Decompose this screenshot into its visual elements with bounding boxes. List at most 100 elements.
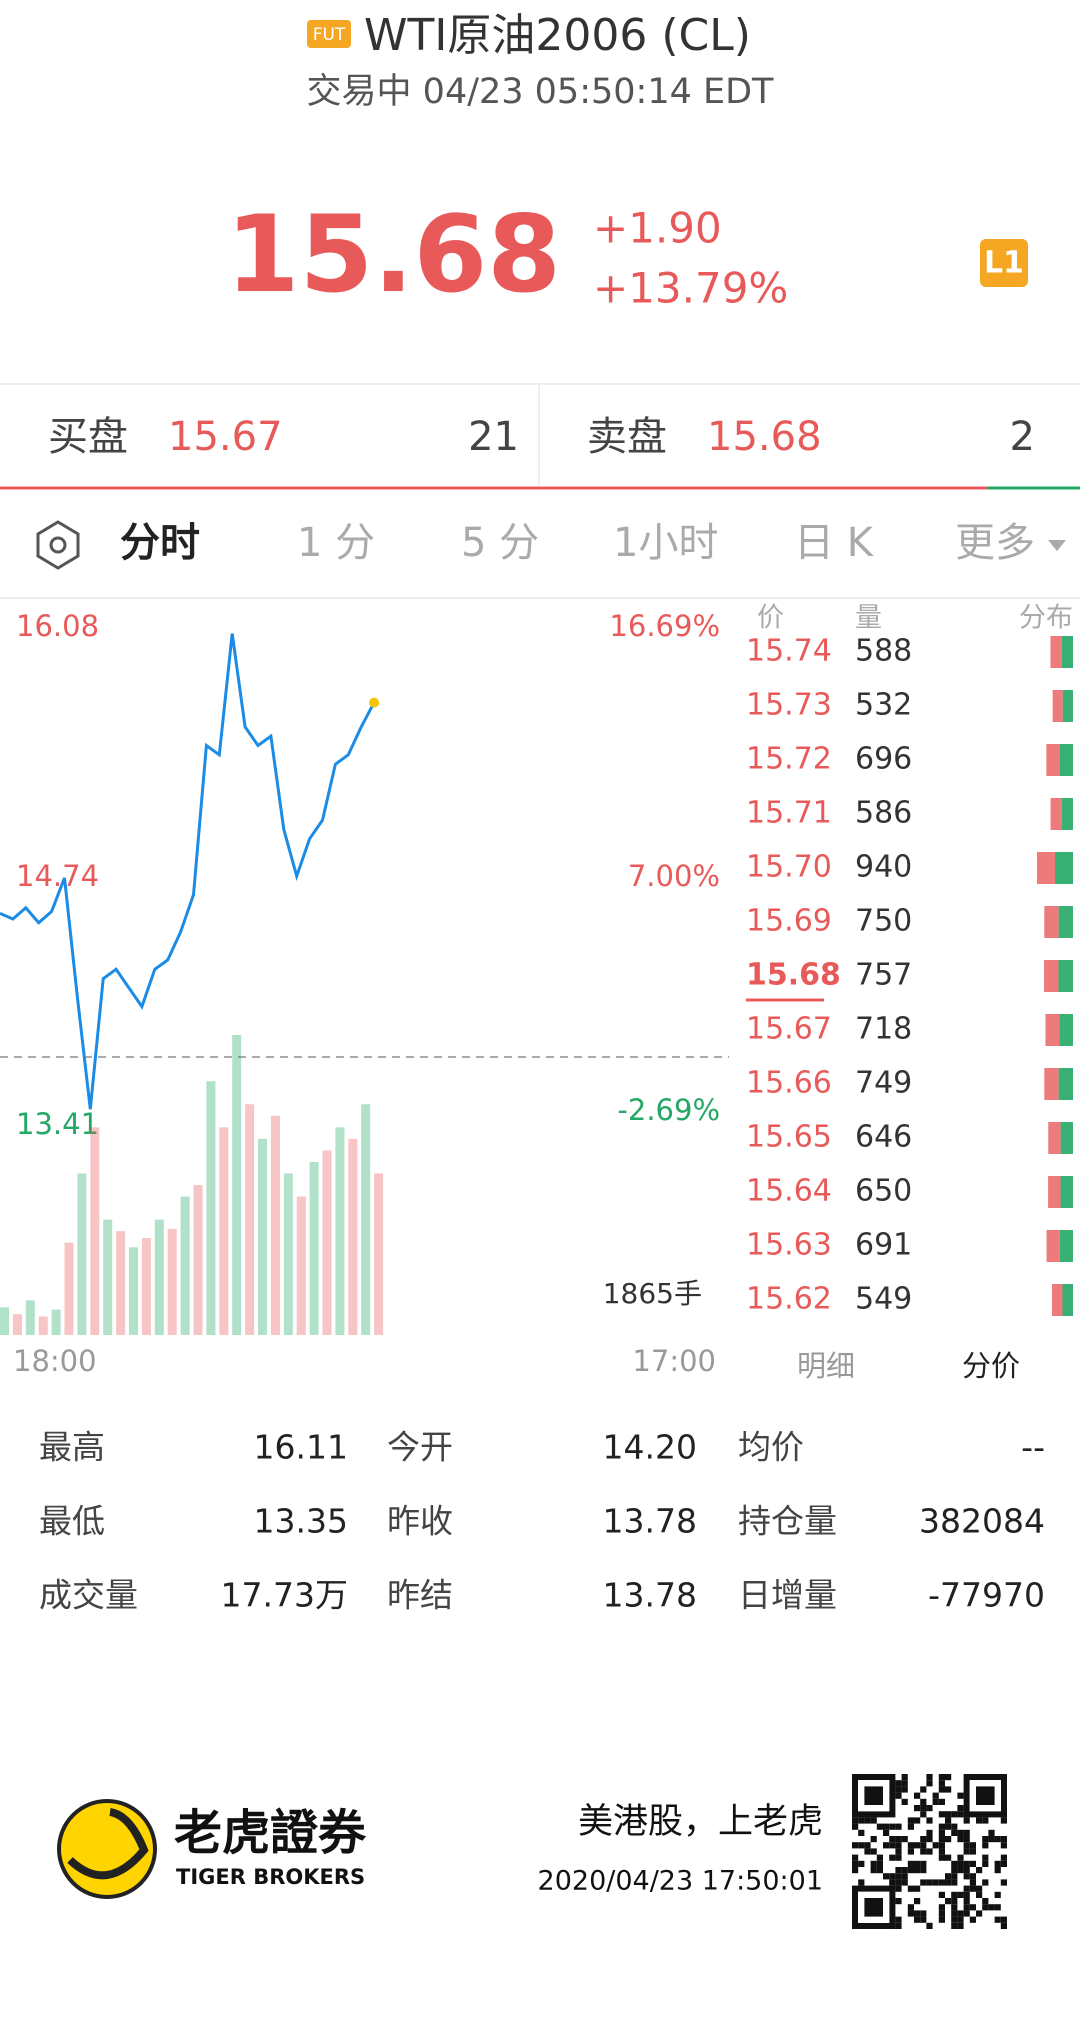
qr-cell <box>926 1780 933 1787</box>
book-price: 15.68 <box>746 958 841 993</box>
qr-cell <box>920 1910 927 1917</box>
qr-cell <box>969 1916 976 1923</box>
volume-bar <box>90 1127 100 1335</box>
qr-cell <box>876 1823 883 1830</box>
stat-label: 日增量 <box>738 1576 837 1615</box>
dist-green <box>1061 636 1073 668</box>
change: +1.90 <box>593 204 722 253</box>
qr-cell <box>969 1842 976 1849</box>
qr-cell <box>907 1867 914 1874</box>
volume-bar <box>232 1035 242 1335</box>
stat-value: 17.73万 <box>221 1576 348 1615</box>
qr-cell <box>1000 1879 1007 1886</box>
book-price: 15.73 <box>746 688 832 723</box>
qr-cell <box>976 1891 983 1898</box>
qr-cell <box>895 1823 902 1830</box>
book-price: 15.64 <box>746 1174 832 1209</box>
qr-cell <box>951 1873 958 1880</box>
fut-badge: FUT <box>313 25 346 45</box>
qr-cell <box>870 1860 877 1867</box>
tab[interactable]: 1小时 <box>613 520 718 566</box>
settings-icon[interactable] <box>36 520 80 570</box>
volume-bar <box>51 1309 61 1335</box>
qr-cell <box>920 1867 927 1874</box>
qr-cell <box>883 1873 890 1880</box>
dist-green <box>1062 690 1073 722</box>
qr-cell <box>938 1910 945 1917</box>
dist-green <box>1059 1230 1073 1262</box>
qr-cell <box>969 1904 976 1911</box>
qr-cell <box>932 1842 939 1849</box>
tab[interactable]: 更多 <box>955 520 1035 566</box>
stat-value: 14.20 <box>603 1428 697 1467</box>
qr-finder <box>852 1774 896 1818</box>
qr-cell <box>895 1898 902 1905</box>
book-tab[interactable]: 明细 <box>797 1349 855 1383</box>
current-dot <box>369 697 380 708</box>
qr-cell <box>920 1879 927 1886</box>
qr-cell <box>957 1811 964 1818</box>
tab[interactable]: 1 分 <box>297 520 375 566</box>
qr-cell <box>907 1904 914 1911</box>
qr-cell <box>994 1904 1001 1911</box>
qr-cell <box>920 1786 927 1793</box>
qr-cell <box>1000 1836 1007 1843</box>
qr-cell <box>914 1867 921 1874</box>
volume-bar <box>270 1115 280 1335</box>
volume-bar <box>64 1242 74 1335</box>
stat-value: 16.11 <box>254 1428 348 1467</box>
volume-bar <box>348 1138 358 1335</box>
qr-cell <box>858 1860 865 1867</box>
stat-value: -- <box>1021 1428 1045 1467</box>
dist-green <box>1062 1284 1073 1316</box>
book-price: 15.69 <box>746 904 832 939</box>
volume-bar <box>77 1173 87 1335</box>
qr-cell <box>926 1879 933 1886</box>
qr-cell <box>858 1829 865 1836</box>
book-header: 分布 <box>1019 603 1073 634</box>
qr-cell <box>889 1823 896 1830</box>
qr-cell <box>1000 1916 1007 1923</box>
dist-red <box>1048 1176 1061 1208</box>
qr-cell <box>957 1829 964 1836</box>
price: 15.68 <box>226 193 561 316</box>
qr-cell <box>969 1879 976 1886</box>
book-qty: 588 <box>855 634 912 669</box>
qr-cell <box>852 1823 859 1830</box>
qr-cell <box>1000 1922 1007 1929</box>
qr-cell <box>926 1829 933 1836</box>
tab[interactable]: 分时 <box>120 520 200 566</box>
book-qty: 718 <box>855 1012 912 1047</box>
pct-label: 7.00% <box>628 859 720 893</box>
tab[interactable]: 5 分 <box>461 520 539 566</box>
x-label: 18:00 <box>13 1344 97 1378</box>
qr-cell <box>945 1774 952 1781</box>
dist-red <box>1050 798 1062 830</box>
qr-cell <box>907 1817 914 1824</box>
qr-cell <box>870 1836 877 1843</box>
qr-cell <box>951 1823 958 1830</box>
qr-cell <box>914 1916 921 1923</box>
volume-bar <box>309 1161 319 1335</box>
ask-label: 卖盘 <box>587 414 667 460</box>
dist-green <box>1060 1122 1073 1154</box>
qr-cell <box>963 1898 970 1905</box>
y-tick-label: 13.41 <box>16 1107 99 1141</box>
qr-finder-core <box>976 1786 995 1805</box>
qr-cell <box>895 1842 902 1849</box>
book-price: 15.70 <box>746 850 832 885</box>
book-tab[interactable]: 分价 <box>962 1349 1020 1383</box>
qr-cell <box>889 1854 896 1861</box>
qr-cell <box>889 1842 896 1849</box>
qr-cell <box>976 1910 983 1917</box>
tab[interactable]: 日 K <box>794 520 875 566</box>
bid-label: 买盘 <box>48 414 128 460</box>
qr-cell <box>945 1879 952 1886</box>
volume-bar <box>154 1219 164 1335</box>
dist-red <box>1048 1122 1061 1154</box>
qr-cell <box>895 1873 902 1880</box>
qr-cell <box>901 1867 908 1874</box>
qr-cell <box>870 1848 877 1855</box>
level-badge[interactable]: L1 <box>984 246 1024 281</box>
qr-cell <box>938 1916 945 1923</box>
